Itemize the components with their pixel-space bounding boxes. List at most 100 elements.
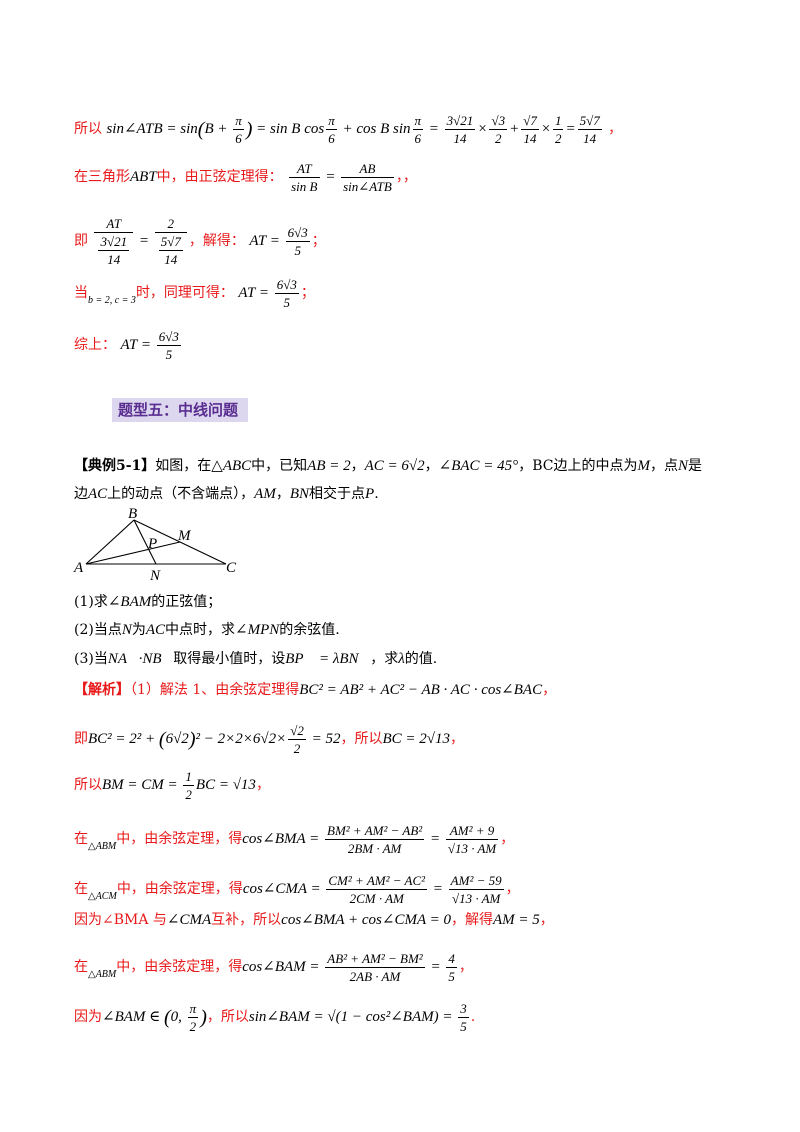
example-text: 边 xyxy=(74,486,88,502)
label-N: N xyxy=(149,568,161,584)
solution-text: BMA 与 xyxy=(113,912,167,928)
solution-tag: 【解析】 xyxy=(74,682,130,698)
solution-line-4: 在△ABM中，由余弦定理，得cos∠BMA = BM² + AM² − AB² 2… xyxy=(74,823,515,856)
line1-prefix: 所以 xyxy=(74,120,102,137)
question-text: 为 xyxy=(131,622,146,638)
math-inline: P xyxy=(365,486,375,502)
question-text: 的余弦值. xyxy=(279,622,340,638)
question-1: (1)求∠BAM的正弦值； xyxy=(74,592,221,612)
line-solve-AT: 即 AT 3√21 14 = 2 5√7 14 ，解得： AT = 6√3 5； xyxy=(74,215,326,268)
question-text: (1)求 xyxy=(74,594,108,610)
math-expr: sin∠ATB = sin(B + π 6) = sin B cos π 6 + co… xyxy=(106,113,602,146)
example-text: 上的动点（不含端点）， xyxy=(107,486,255,502)
math-expr: cos∠CMA = CM² + AM² − AC² 2CM · AM = AM² … xyxy=(242,873,504,906)
label-C: C xyxy=(226,560,237,576)
solution-line-3: 所以BM = CM = 1 2 BC = √13， xyxy=(74,769,270,802)
line5-prefix: 综上： xyxy=(74,336,116,353)
solution-text: 中，由余弦定理，得 xyxy=(116,830,243,847)
math-inline: N xyxy=(121,622,132,638)
math-inline: △ABM xyxy=(88,840,117,852)
math-inline: △ABM xyxy=(88,968,117,980)
math-inline: △ABC xyxy=(211,458,252,474)
line2-mid: 中，由正弦定理得： xyxy=(156,168,283,185)
math-result: AT = 6√3 5 xyxy=(249,225,310,258)
math-inline: NA⃗·NB⃗ xyxy=(107,651,174,667)
question-2: (2)当点N为AC中点时，求∠MPN的余弦值. xyxy=(74,620,340,640)
solution-text: （1）解法 1、由余弦定理得 xyxy=(130,682,300,698)
example-statement: 【典例5-1】如图，在△ABC中，已知AB = 2，AC = 6√2，∠BAC … xyxy=(74,458,702,474)
question-3: (3)当NA⃗·NB⃗取得最小值时，设BP⃗ = λBN⃗，求λ的值. xyxy=(74,649,437,669)
question-text: (2)当点 xyxy=(74,622,122,638)
solution-text: 在 xyxy=(74,958,88,975)
example-text: ，点 xyxy=(649,458,678,474)
solution-text: 在 xyxy=(74,880,88,897)
math-inline: ∠MPN xyxy=(235,622,280,638)
line4-prefix: 当 xyxy=(74,284,88,301)
solution-text: ，所以 xyxy=(206,1008,249,1025)
solution-line-7: 在△ABM中，由余弦定理，得cos∠BAM = AB² + AM² − BM² 2… xyxy=(74,951,473,984)
math-expr: AT 3√21 14 = 2 5√7 14 xyxy=(92,216,188,267)
label-P: P xyxy=(147,536,157,552)
line-sin-ATB: 所以 sin∠ATB = sin(B + π 6) = sin B cos π 6 +… xyxy=(74,113,623,146)
math-inline: BC = 2√13 xyxy=(382,730,450,747)
solution-text: ，解得 xyxy=(450,912,493,928)
math-inline: λ xyxy=(398,651,405,667)
line2-suffix: ，， xyxy=(395,168,417,185)
question-text: 的值. xyxy=(404,651,438,667)
segment-BN xyxy=(133,519,157,565)
math-inline: ∠BAC = 45° xyxy=(438,458,519,474)
math-inline: ∠BAM xyxy=(107,594,152,610)
line-conclusion: 综上： AT = 6√3 5 xyxy=(74,328,183,363)
solution-line-6: 因为∠BMA 与∠CMA互补，所以cos∠BMA + cos∠CMA = 0，解… xyxy=(74,912,554,928)
example-text: BC边上的中点为 xyxy=(532,458,638,474)
math-inline: AM xyxy=(254,486,276,502)
example-text: 如图，在 xyxy=(155,458,212,474)
question-text: 的正弦值； xyxy=(151,594,222,610)
solution-line-8: 因为∠BAM ∈ (0, π 2)，所以sin∠BAM = √(1 − cos²∠… xyxy=(74,1001,476,1034)
solution-text: 即 xyxy=(74,730,88,747)
segment-AB xyxy=(85,519,135,565)
tri-name: ABT xyxy=(130,168,157,185)
math-inline: BC² = AB² + AC² − AB · AC · cos∠BAC xyxy=(299,682,543,698)
math-expr: ∠BAM ∈ (0, π 2) xyxy=(102,1001,207,1034)
solution-text: ，所以 xyxy=(340,730,383,747)
solution-text: 互补，所以 xyxy=(211,912,282,928)
math-inline: AC = 6√2 xyxy=(364,458,425,474)
line4-mid: 时，同理可得： xyxy=(135,284,234,301)
segment-AM xyxy=(85,541,181,565)
math-expr: BM = CM = 1 2 BC = √13 xyxy=(102,769,256,802)
line-sine-law: 在三角形ABT中，由正弦定理得： AT sin B = AB sin∠ATB，， xyxy=(74,160,417,195)
solution-text: 在 xyxy=(74,830,88,847)
example-text: 相交于点 xyxy=(309,486,366,502)
example-statement-2: 边AC上的动点（不含端点），AM，BN相交于点P. xyxy=(74,486,379,502)
math-inline: ∠CMA xyxy=(166,912,212,928)
section-heading: 题型五：中线问题 xyxy=(112,398,248,422)
math-inline: BN xyxy=(289,486,310,502)
math-inline: AB = 2 xyxy=(307,458,351,474)
math-expr: cos∠BMA = BM² + AM² − AB² 2BM · AM = AM² … xyxy=(242,823,499,856)
solution-text: 中，由余弦定理，得 xyxy=(116,958,243,975)
solution-text: 因为 xyxy=(74,912,102,928)
math-result: AT = 6√3 5 xyxy=(238,277,299,310)
example-tag: 【典例5-1】 xyxy=(74,458,156,474)
math-inline: cos∠BMA + cos∠CMA = 0 xyxy=(281,912,451,928)
solution-text: 中，由余弦定理，得 xyxy=(116,880,243,897)
solution-line-5: 在△ACM中，由余弦定理，得cos∠CMA = CM² + AM² − AC² 2… xyxy=(74,873,520,906)
question-text: 取得最小值时，设 xyxy=(173,651,286,667)
case-condition: b = 2, c = 3 xyxy=(88,294,136,306)
math-inline: AC xyxy=(88,486,108,502)
triangle-figure: B A C M N P xyxy=(73,506,237,584)
line2-prefix: 在三角形 xyxy=(74,168,130,185)
question-text: (3)当 xyxy=(74,651,108,667)
question-text: 中点时，求 xyxy=(165,622,236,638)
solution-text: 所以 xyxy=(74,776,102,793)
math-inline: AC xyxy=(145,622,166,638)
line3-suffix: ； xyxy=(311,232,326,249)
math-result: AT = 6√3 5 xyxy=(120,329,181,362)
solution-line-2: 即BC² = 2² + (6√2)² − 2×2×6√2× √2 2 = 52，所以… xyxy=(74,723,464,756)
math-inline: N xyxy=(677,458,688,474)
line3-prefix: 即 xyxy=(74,232,88,249)
solution-text: 因为 xyxy=(74,1008,102,1025)
